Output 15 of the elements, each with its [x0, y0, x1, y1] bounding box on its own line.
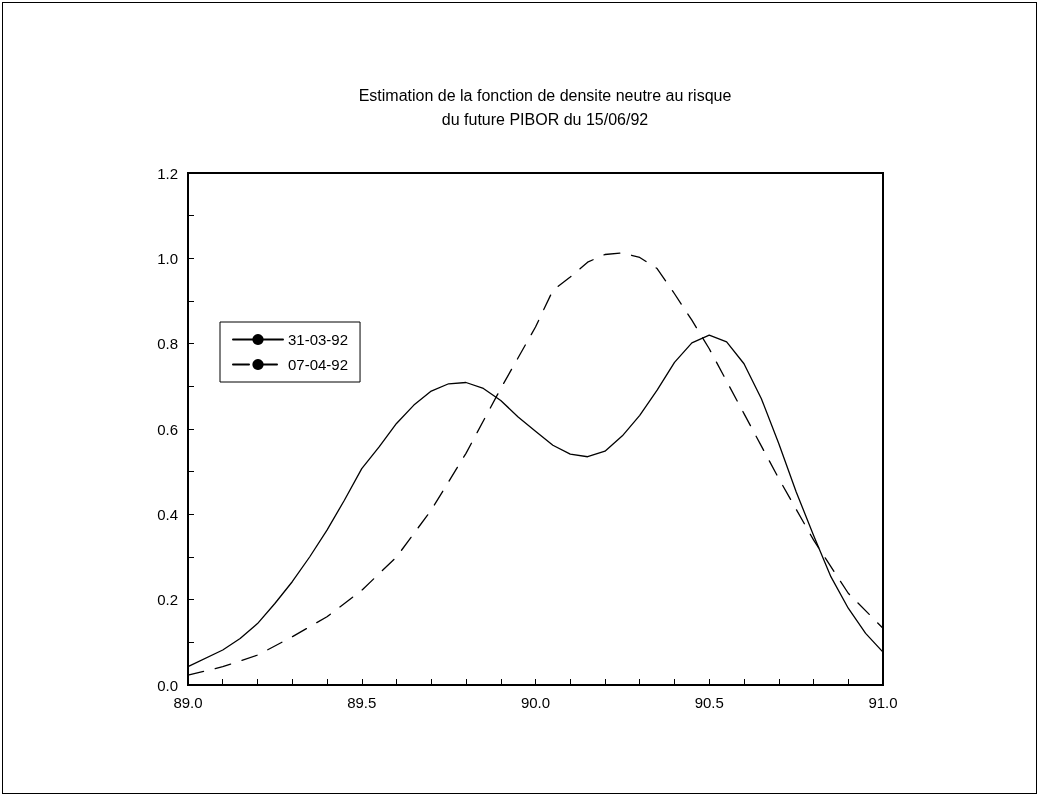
x-tick-label: 89.5: [347, 694, 377, 711]
y-tick-label: 0.2: [157, 591, 178, 609]
chart-title: Estimation de la fonction de densite neutre au risque du future PIBOR du 15/06/92: [358, 86, 732, 128]
x-tick-label: 90.0: [520, 694, 551, 711]
legend-label: 07-04-92: [288, 356, 349, 373]
x-tick-label: 89.0: [173, 694, 203, 711]
y-tick-label: 1.0: [157, 249, 178, 267]
legend-label: 31-03-92: [288, 331, 349, 348]
y-tick-label: 0.4: [157, 505, 178, 523]
y-tick-label: 0.6: [157, 420, 178, 438]
y-tick-label: 1.2: [157, 164, 178, 182]
x-tick-label: 91.0: [868, 694, 898, 711]
y-tick-label: 0.8: [157, 335, 178, 353]
x-tick-label: 90.5: [694, 694, 724, 711]
y-tick-label: 0.0: [157, 676, 178, 694]
